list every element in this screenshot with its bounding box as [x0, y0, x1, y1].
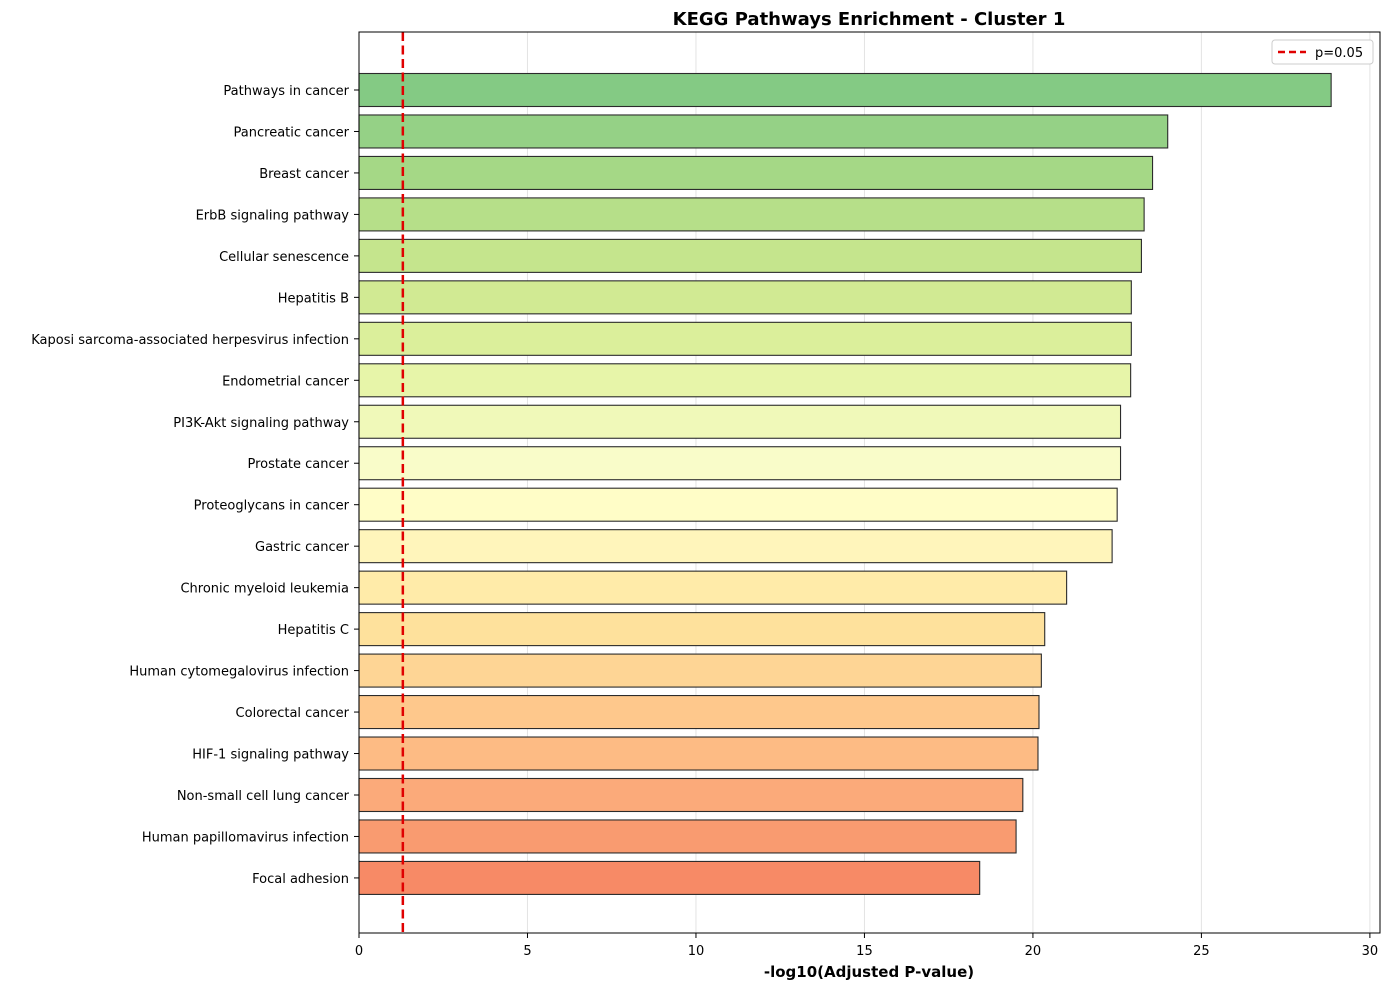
y-tick-label: Human cytomegalovirus infection: [129, 665, 349, 680]
y-tick-label: Cellular senescence: [219, 250, 349, 265]
chart-title: KEGG Pathways Enrichment - Cluster 1: [673, 9, 1066, 30]
x-tick-label: 5: [523, 944, 531, 959]
y-tick-label: Non-small cell lung cancer: [177, 789, 350, 804]
bar: [358, 114, 1169, 149]
y-tick-label: Endometrial cancer: [222, 374, 350, 389]
x-axis-label: -log10(Adjusted P-value): [764, 963, 974, 981]
axes: [354, 31, 1381, 938]
bar: [358, 280, 1132, 315]
bar: [358, 238, 1142, 273]
x-tick-label: 30: [1362, 944, 1379, 959]
y-tick-label: Gastric cancer: [255, 540, 350, 555]
y-tick-label: Kaposi sarcoma-associated herpesvirus in…: [31, 333, 349, 348]
bar: [358, 612, 1046, 647]
y-tick-label: Pathways in cancer: [223, 84, 349, 99]
x-tick-label: 20: [1025, 944, 1042, 959]
y-tick-label: HIF-1 signaling pathway: [192, 748, 349, 763]
bar: [358, 363, 1132, 398]
bar: [358, 197, 1145, 232]
bar: [358, 694, 1040, 730]
y-tick-label: Colorectal cancer: [236, 706, 350, 721]
y-tick-label: ErbB signaling pathway: [196, 208, 350, 223]
legend-box: [1271, 39, 1374, 65]
x-tick-label: 25: [1193, 944, 1210, 959]
bar: [358, 487, 1118, 522]
bar: [358, 321, 1132, 356]
legend: p=0.05: [1271, 39, 1374, 65]
y-tick-label: Proteoglycans in cancer: [194, 499, 350, 514]
bar: [358, 736, 1039, 771]
y-tick-labels: Pathways in cancer Pancreatic cancer Breas…: [31, 84, 349, 887]
y-tick-label: Hepatitis B: [278, 291, 349, 306]
x-tick-labels: 0 5 10 15 20 25 30: [355, 944, 1378, 959]
bar: [358, 155, 1154, 190]
y-tick-label: Prostate cancer: [247, 457, 349, 472]
bar: [358, 570, 1068, 605]
x-tick-label: 0: [355, 944, 363, 959]
y-tick-label: Human papillomavirus infection: [142, 830, 349, 845]
bar: [358, 860, 981, 895]
bar: [358, 653, 1042, 688]
bar: [358, 529, 1113, 564]
x-tick-label: 15: [856, 944, 873, 959]
y-tick-label: Focal adhesion: [252, 872, 349, 887]
bars: [358, 72, 1332, 895]
y-tick-label: Chronic myeloid leukemia: [180, 582, 349, 597]
plot-frame: [358, 31, 1381, 934]
bar: [358, 404, 1122, 439]
bar: [358, 72, 1332, 108]
bar: [358, 777, 1024, 813]
bar: [358, 446, 1122, 481]
legend-label: p=0.05: [1315, 46, 1363, 61]
y-tick-label: Pancreatic cancer: [234, 125, 350, 140]
y-tick-label: Hepatitis C: [278, 623, 349, 638]
y-tick-label: Breast cancer: [259, 167, 349, 182]
x-tick-label: 10: [688, 944, 705, 959]
y-tick-label: PI3K-Akt signaling pathway: [173, 416, 349, 431]
bar: [358, 819, 1017, 854]
